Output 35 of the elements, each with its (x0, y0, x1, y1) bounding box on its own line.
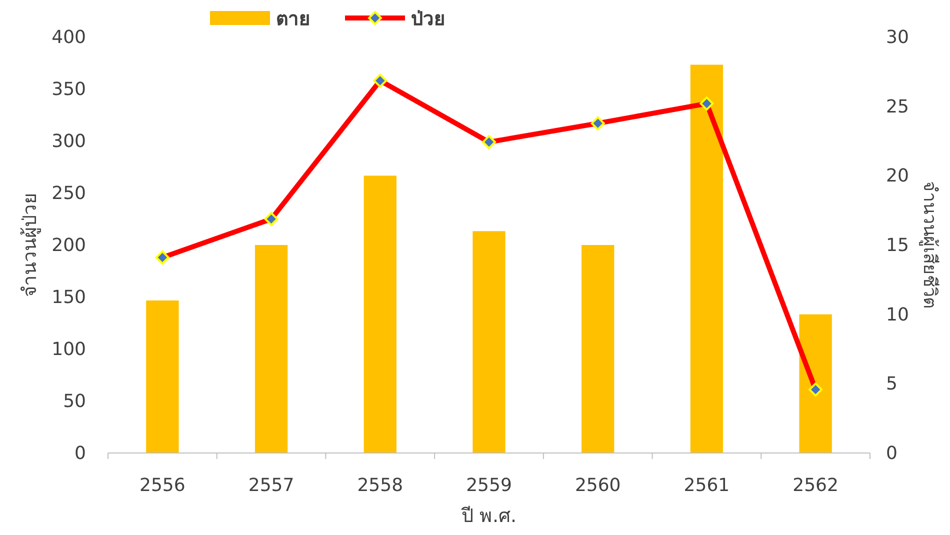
bar (472, 231, 506, 453)
x-tick-label: 2559 (466, 475, 512, 496)
x-tick-label: 2561 (684, 475, 730, 496)
y2-tick-label: 30 (886, 27, 909, 48)
legend-label: ตาย (276, 8, 310, 30)
bar (799, 314, 832, 453)
bar (582, 245, 614, 453)
bar (254, 245, 288, 453)
bar (364, 176, 396, 453)
x-tick-label: 2557 (248, 475, 294, 496)
y2-tick-label: 5 (886, 374, 898, 395)
x-tick-label: 2556 (140, 475, 186, 496)
legend-label: ป่วย (411, 8, 445, 30)
y-tick-label: 50 (63, 391, 86, 412)
y-tick-label: 300 (52, 131, 86, 152)
y-tick-label: 100 (52, 339, 86, 360)
x-tick-label: 2562 (792, 475, 838, 496)
bar (690, 64, 724, 453)
y-tick-label: 250 (52, 183, 86, 204)
bar (146, 300, 179, 453)
y2-tick-label: 0 (886, 443, 898, 464)
x-tick-label: 2560 (574, 475, 621, 496)
y2-axis-title: จำนวนผู้เสียชีวิต (919, 181, 940, 309)
y-tick-label: 150 (52, 287, 86, 308)
x-tick-label: 2558 (357, 475, 404, 496)
y-tick-label: 200 (52, 235, 86, 256)
x-axis-title: ปี พ.ศ. (460, 505, 517, 527)
y-axis-title: จำนวนผู้ป่วย (19, 193, 41, 297)
y2-tick-label: 10 (886, 304, 909, 326)
y2-tick-label: 20 (886, 166, 909, 187)
y2-tick-label: 25 (886, 96, 909, 118)
y-tick-label: 350 (52, 79, 86, 100)
y-tick-label: 400 (52, 27, 86, 48)
y-tick-label: 0 (74, 443, 86, 464)
y2-tick-label: 15 (886, 235, 909, 256)
